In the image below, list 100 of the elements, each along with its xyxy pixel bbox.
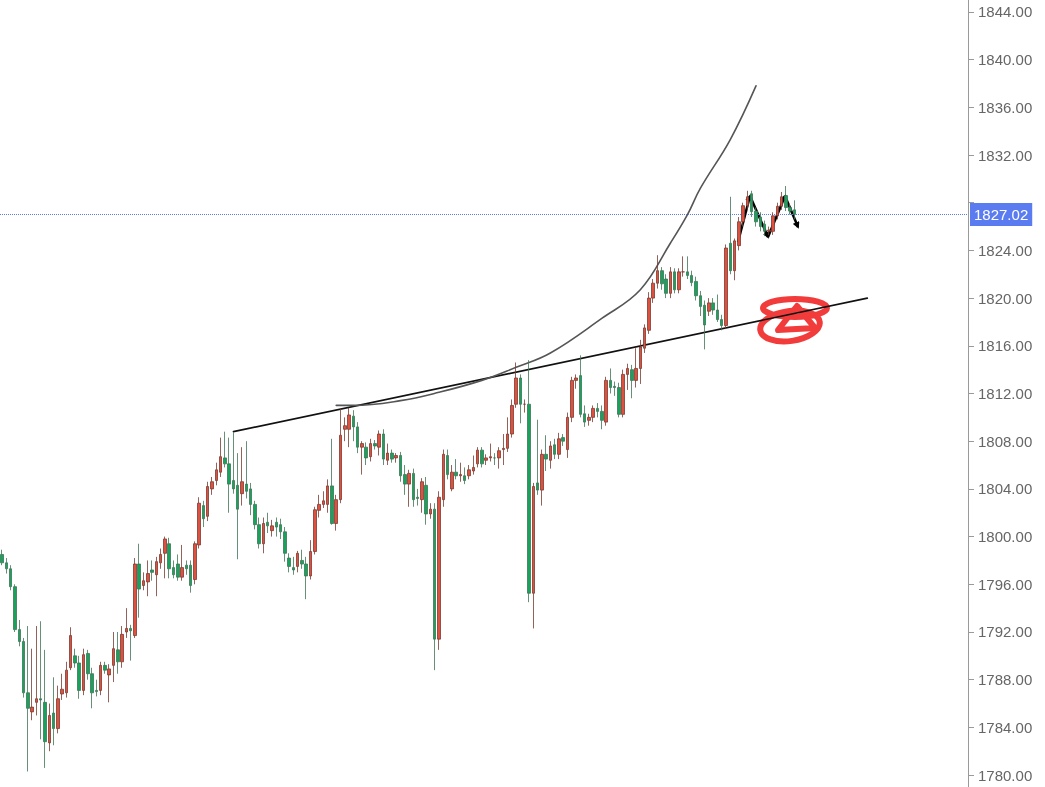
candlestick <box>43 649 47 769</box>
candlestick <box>52 676 55 746</box>
line-series <box>335 85 757 407</box>
candlestick <box>784 185 788 212</box>
candlestick <box>296 550 299 573</box>
candlestick <box>450 464 454 492</box>
candlestick <box>540 449 544 506</box>
candlestick <box>133 557 137 639</box>
candlestick <box>527 359 531 603</box>
candlestick <box>532 482 535 629</box>
candlestick <box>480 446 484 468</box>
candlestick <box>30 648 34 721</box>
y-tick-label: 1812.00 <box>978 385 1033 402</box>
y-tick-label: 1780.00 <box>978 766 1033 784</box>
candlestick <box>412 468 415 508</box>
candlestick <box>240 446 244 506</box>
candlestick <box>724 244 728 330</box>
candlestick <box>673 267 676 294</box>
candlestick <box>463 467 466 485</box>
candlestick <box>99 661 102 696</box>
candlestick <box>270 519 274 537</box>
candlestick <box>69 626 72 671</box>
y-tick-label: 1788.00 <box>978 671 1033 689</box>
candlestick <box>523 399 526 413</box>
y-tick-label: 1844.00 <box>978 3 1033 21</box>
candlestick <box>39 620 42 740</box>
candlestick <box>617 382 621 418</box>
candlestick <box>600 405 604 430</box>
y-tick-label: 1796.00 <box>978 575 1033 593</box>
candlestick <box>112 631 115 683</box>
candlestick <box>163 536 167 579</box>
candlestick <box>369 438 372 462</box>
candlestick <box>330 438 334 526</box>
candlestick <box>707 297 711 317</box>
candlestick <box>377 430 381 456</box>
candlestick <box>604 376 608 427</box>
candlestick <box>180 544 184 582</box>
candlestick <box>176 554 180 582</box>
ref-line-label: 1827.02 <box>974 205 1029 223</box>
candlestick <box>116 631 120 675</box>
candlestick <box>476 446 479 468</box>
y-tick-label: 1832.00 <box>978 146 1033 164</box>
candlestick <box>561 433 565 447</box>
candlestick <box>103 661 107 675</box>
y-tick-label: 1792.00 <box>978 623 1033 641</box>
y-tick-label: 1824.00 <box>978 241 1033 259</box>
candlestick <box>326 478 329 514</box>
candlestick <box>433 502 436 671</box>
candlestick <box>609 368 612 394</box>
candlestick <box>82 648 85 696</box>
candlestick <box>292 556 295 576</box>
candlestick <box>120 625 124 669</box>
y-tick-label: 1820.00 <box>978 289 1033 307</box>
candlestick <box>459 462 462 483</box>
candlestick <box>167 537 171 579</box>
candlestick <box>129 624 132 661</box>
candlestick <box>454 458 458 480</box>
candlestick <box>669 266 672 299</box>
candlestick <box>420 477 424 514</box>
candlestick <box>266 512 269 534</box>
candlestick <box>189 560 192 594</box>
candlestick <box>630 364 634 399</box>
candlestick <box>429 502 432 520</box>
candlestick <box>125 607 128 639</box>
candlestick <box>424 476 428 526</box>
candlestick <box>394 452 398 464</box>
candlestick <box>373 439 377 450</box>
candlestick <box>364 441 368 466</box>
candlestick <box>553 438 556 460</box>
candlestick <box>519 374 522 424</box>
candlestick <box>536 419 539 496</box>
candlestick <box>446 449 449 480</box>
y-tick-label: 1784.00 <box>978 718 1033 736</box>
candlestick <box>48 703 51 752</box>
candlestick <box>26 625 30 772</box>
candlestick <box>544 434 548 472</box>
candlestick <box>407 469 411 508</box>
candlestick <box>557 432 561 460</box>
candlestick <box>146 560 150 597</box>
candlestick <box>107 663 111 703</box>
candlestick <box>591 405 595 423</box>
candlestick <box>275 517 278 537</box>
candlestick <box>347 407 351 448</box>
candlestick <box>382 428 385 466</box>
candlestick <box>137 543 141 619</box>
candlestick <box>729 196 732 275</box>
candlestick <box>202 500 205 528</box>
y-tick-label: 1804.00 <box>978 480 1033 498</box>
candlestick <box>35 625 38 716</box>
candlestick <box>549 440 552 470</box>
candlestick <box>390 449 394 464</box>
y-tick-label: 1816.00 <box>978 337 1033 355</box>
candlestick <box>493 452 496 466</box>
y-tick-label: 1800.00 <box>978 528 1033 546</box>
candlestick <box>360 440 364 475</box>
candlestick <box>150 560 154 582</box>
candlestick <box>386 443 389 466</box>
candlestick <box>497 446 501 470</box>
candlestick <box>262 517 265 554</box>
y-tick-label: 1840.00 <box>978 51 1033 69</box>
